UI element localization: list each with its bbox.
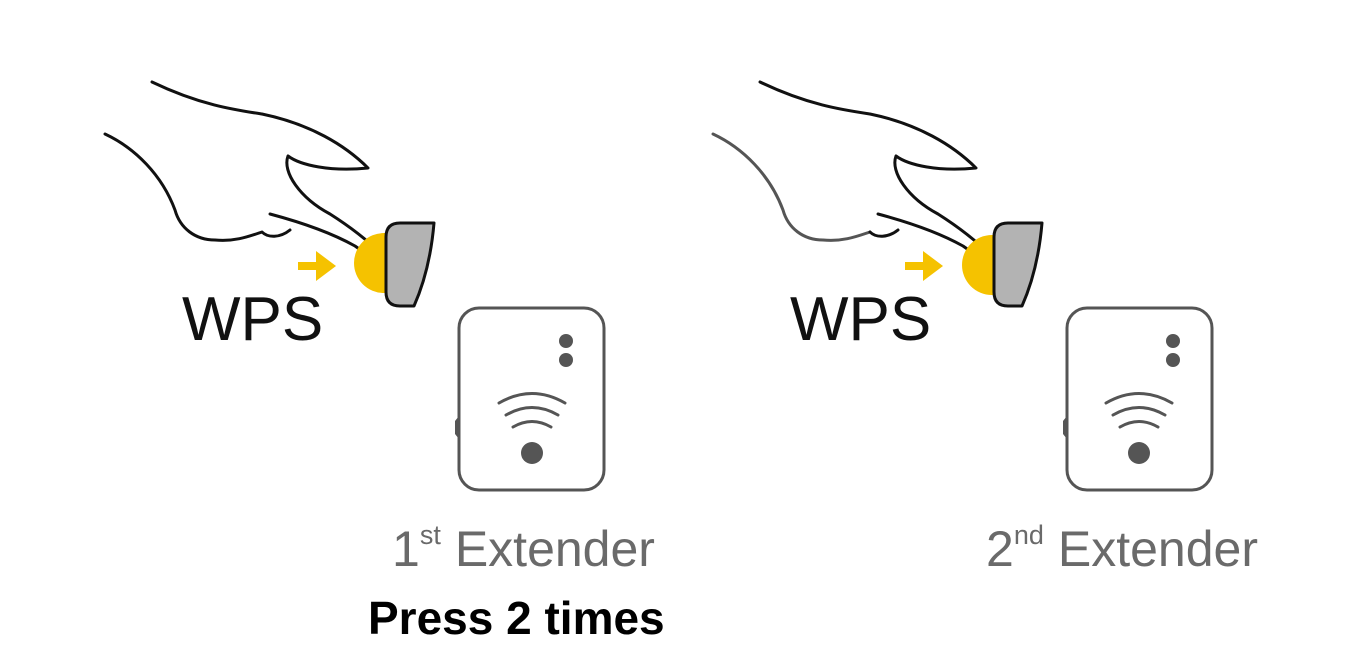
status-led — [559, 353, 573, 367]
wps-label: WPS — [182, 285, 323, 354]
arrow-right-icon — [905, 251, 943, 281]
hand-pointing-icon — [103, 80, 387, 272]
hand-pointing-icon — [711, 80, 995, 272]
device-label: 1st Extender — [392, 520, 655, 577]
extender-device — [1063, 306, 1214, 492]
wifi-icon — [497, 392, 567, 429]
arrow-right-icon — [298, 251, 336, 281]
status-led — [559, 334, 573, 348]
instruction-text: Press 2 times — [368, 592, 665, 644]
wifi-dot — [521, 442, 543, 464]
wps-button — [384, 221, 436, 308]
wps-button — [992, 221, 1044, 308]
extender-device — [455, 306, 606, 492]
status-led — [1166, 334, 1180, 348]
wifi-dot — [1128, 442, 1150, 464]
wps-label: WPS — [790, 285, 931, 354]
wifi-icon — [1104, 392, 1174, 429]
status-led — [1166, 353, 1180, 367]
device-label: 2nd Extender — [986, 520, 1258, 577]
step-1: WPS 1st Extender Press 2 times — [103, 80, 665, 644]
step-2: WPS 2nd Extender — [711, 80, 1258, 577]
